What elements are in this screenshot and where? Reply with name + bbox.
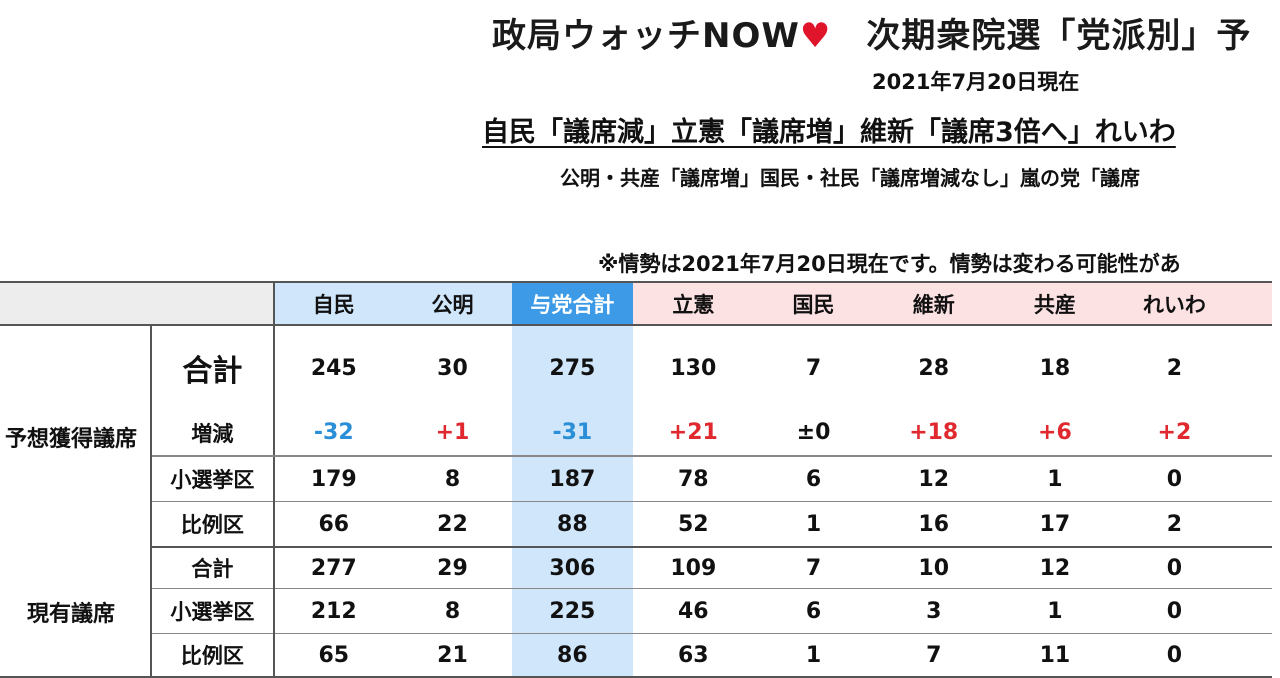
- table-cell: 3: [873, 588, 995, 634]
- table-cell-cut: [1233, 633, 1272, 678]
- table-cell: 0: [1115, 456, 1234, 502]
- table-cell: 22: [392, 501, 513, 548]
- table-cell: 17: [994, 501, 1116, 548]
- table-cell: 46: [632, 588, 754, 634]
- table-cell: 16: [873, 501, 995, 548]
- table-cell: 8: [392, 588, 513, 634]
- table-cell: 245: [310, 355, 357, 381]
- row-label: 小選挙区: [150, 456, 275, 502]
- table-cell: +18: [873, 410, 995, 457]
- table-cell: 12: [873, 456, 995, 502]
- table-cell: 1: [994, 588, 1116, 634]
- table-cell: 30: [437, 355, 468, 381]
- row-label: 比例区: [150, 633, 275, 678]
- table-cell: 29: [392, 547, 513, 589]
- row-label: 合計: [150, 547, 275, 589]
- table-cell: 0: [1115, 588, 1234, 634]
- table-row: 予想獲得議席 合計 245 30 275 130 7 28 18 2: [0, 325, 1272, 547]
- table-cell: 52: [632, 501, 754, 548]
- row-label: 小選挙区: [150, 588, 275, 634]
- col-header-coalition: 与党合計: [512, 281, 633, 326]
- table-cell: 1: [753, 501, 874, 548]
- seat-forecast-table: 自民 公明 与党合計 立憲 国民 維新 共産 れいわ 予想獲得議席 合計 245…: [0, 281, 1272, 678]
- col-header: 立憲: [632, 281, 754, 326]
- group-label-projected: 予想獲得議席: [0, 325, 153, 547]
- table-cell: 7: [805, 355, 822, 381]
- headline: 自民「議席減」立憲「議席増」維新「議席3倍へ」れいわ: [482, 117, 1176, 148]
- header-blank-cell: [0, 281, 275, 326]
- table-cell-cut: [1233, 456, 1272, 502]
- table-cell-cut: [1233, 325, 1272, 410]
- table-cell: 1: [753, 633, 874, 678]
- table-cell: 21: [392, 633, 513, 678]
- table-cell: 7: [753, 547, 874, 589]
- col-header: 自民: [273, 281, 393, 326]
- table-cell: 78: [632, 456, 754, 502]
- table-cell: 86: [512, 633, 633, 678]
- table-cell: 8: [392, 456, 513, 502]
- row-label: 増減: [150, 410, 275, 457]
- col-header: れいわ: [1115, 281, 1234, 326]
- table-cell: 179: [273, 456, 393, 502]
- table-cell-cut: [1233, 547, 1272, 589]
- col-header: 共産: [994, 281, 1116, 326]
- col-header: 国民: [753, 281, 874, 326]
- col-header: 公明: [392, 281, 513, 326]
- table-cell: 12: [994, 547, 1116, 589]
- table-cell: 65: [273, 633, 393, 678]
- title-text: 政局ウォッチNOW: [492, 16, 800, 56]
- table-cell: 66: [273, 501, 393, 548]
- table-cell: 18: [1039, 355, 1071, 381]
- table-header-row: 自民 公明 与党合計 立憲 国民 維新 共産 れいわ: [0, 281, 1272, 326]
- table-row: 増減 -32 +1 -31 +21 ±0 +18 +6 +2: [0, 410, 1272, 457]
- table-cell: 88: [512, 501, 633, 548]
- table-cell: 109: [632, 547, 754, 589]
- table-cell: -32: [273, 410, 393, 457]
- table-cell: 187: [512, 456, 633, 502]
- table-row: 小選挙区 212 8 225 46 6 3 1 0: [0, 588, 1272, 634]
- table-cell: 6: [753, 456, 874, 502]
- disclaimer-note: ※情勢は2021年7月20日現在です。情勢は変わる可能性があ: [598, 252, 1181, 276]
- table-cell: 11: [994, 633, 1116, 678]
- table-row: 小選挙区 179 8 187 78 6 12 1 0: [0, 456, 1272, 502]
- page-title: 政局ウォッチNOW♥ 次期衆院選「党派別」予: [492, 8, 1251, 57]
- row-label: 比例区: [150, 501, 275, 548]
- table-cell-cut: [1233, 410, 1272, 457]
- table-cell: +2: [1115, 410, 1234, 457]
- table-cell: 63: [632, 633, 754, 678]
- table-cell: 10: [873, 547, 995, 589]
- table-cell: 2: [1115, 501, 1234, 548]
- heart-icon: ♥: [799, 16, 832, 56]
- table-cell: 0: [1115, 633, 1234, 678]
- group-label-current: 現有議席: [0, 547, 153, 678]
- table-cell: 130: [670, 355, 717, 381]
- table-row: 比例区 66 22 88 52 1 16 17 2: [0, 501, 1272, 548]
- table-cell: 275: [512, 325, 633, 410]
- table-row: 比例区 65 21 86 63 1 7 11 0: [0, 633, 1272, 678]
- table-cell: 0: [1115, 547, 1234, 589]
- col-header-cut: [1233, 281, 1272, 326]
- table-cell: +21: [632, 410, 754, 457]
- table-row: 現有議席 合計 277 29 306 109 7 10 12 0: [0, 547, 1272, 678]
- title-rest: 次期衆院選「党派別」予: [831, 16, 1252, 56]
- table-cell: 28: [918, 355, 950, 381]
- table-cell: 277: [273, 547, 393, 589]
- table-cell: 306: [512, 547, 633, 589]
- table-cell: 1: [994, 456, 1116, 502]
- table-cell: ±0: [753, 410, 874, 457]
- table-cell: 225: [512, 588, 633, 634]
- date-line: 2021年7月20日現在: [872, 70, 1080, 94]
- table-cell: 7: [873, 633, 995, 678]
- table-cell: 6: [753, 588, 874, 634]
- table-cell: 2: [1166, 355, 1183, 381]
- table-cell-cut: [1233, 588, 1272, 634]
- subheadline: 公明・共産「議席増」国民・社民「議席増減なし」嵐の党「議席: [560, 166, 1140, 190]
- table-cell-cut: [1233, 501, 1272, 548]
- table-cell: 212: [273, 588, 393, 634]
- table-cell: +6: [994, 410, 1116, 457]
- table-cell: +1: [392, 410, 513, 457]
- table-cell: -31: [512, 410, 633, 457]
- row-label: 合計: [150, 325, 275, 410]
- col-header: 維新: [873, 281, 995, 326]
